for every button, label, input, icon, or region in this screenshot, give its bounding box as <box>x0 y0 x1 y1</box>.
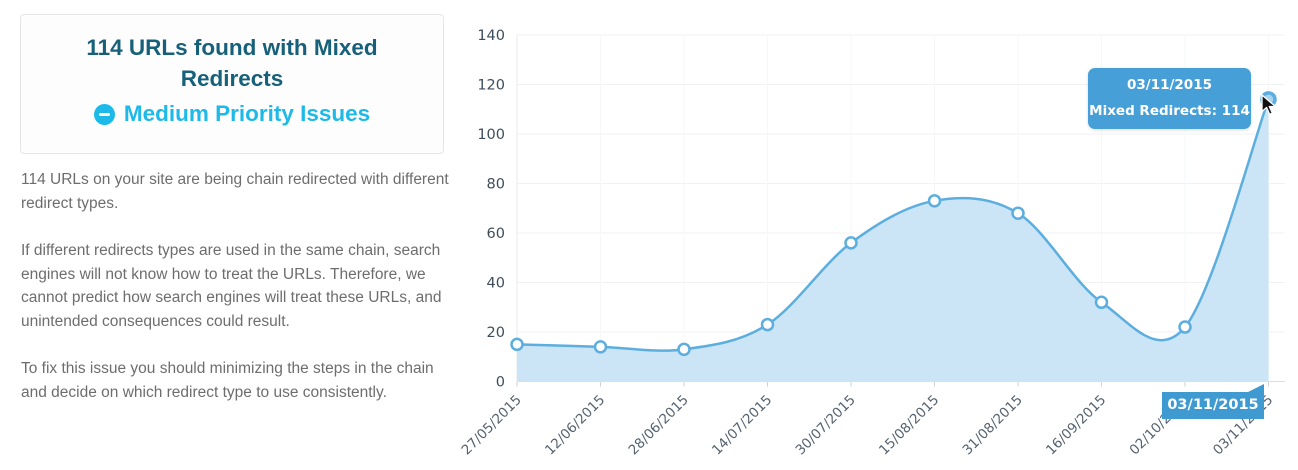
issue-description: 114 URLs on your site are being chain re… <box>21 168 458 428</box>
x-axis-label: 14/07/2015 <box>709 392 775 458</box>
data-point[interactable] <box>1011 206 1025 220</box>
chart-tooltip: 03/11/2015 Mixed Redirects: 114 <box>1088 68 1251 129</box>
data-point[interactable] <box>927 194 942 208</box>
priority-label: Medium Priority Issues <box>123 101 371 126</box>
x-axis-label: 15/08/2015 <box>876 392 942 458</box>
data-point[interactable] <box>1094 295 1109 310</box>
y-axis-label: 20 <box>487 325 505 341</box>
tooltip-date: 03/11/2015 <box>1126 77 1212 93</box>
minus-circle-icon <box>93 103 115 125</box>
trend-area-chart[interactable]: 0 20 40 60 80 100 120 140 27/05/2015 12/06/2015 28… <box>460 0 1298 470</box>
data-point[interactable] <box>1178 320 1192 334</box>
x-axis-label: 16/09/2015 <box>1043 392 1109 458</box>
description-paragraph: If different redirects types are used in… <box>21 242 442 330</box>
description-paragraph: To fix this issue you should minimizing … <box>21 360 434 401</box>
mouse-cursor-icon <box>1261 94 1276 115</box>
priority-row[interactable]: Medium Priority Issues <box>21 101 443 127</box>
x-axis-label: 31/08/2015 <box>959 392 1025 458</box>
data-point[interactable] <box>510 337 524 352</box>
issue-title: 114 URLs found with Mixed Redirects <box>86 35 378 91</box>
x-axis-label: 12/06/2015 <box>542 392 608 458</box>
x-axis-label: 30/07/2015 <box>792 392 858 458</box>
data-point[interactable] <box>677 342 691 357</box>
y-axis-label: 60 <box>487 226 505 242</box>
y-axis-label: 80 <box>487 177 505 193</box>
x-axis-label: 28/06/2015 <box>625 392 691 458</box>
issue-summary-card: 114 URLs found with Mixed Redirects Medi… <box>20 14 444 154</box>
y-axis-label: 0 <box>496 375 505 391</box>
x-axis-hover-badge: 03/11/2015 <box>1162 384 1264 419</box>
data-point[interactable] <box>760 317 775 332</box>
y-axis-label: 140 <box>477 28 505 44</box>
x-axis-label: 27/05/2015 <box>460 392 525 458</box>
y-axis-label: 120 <box>477 78 505 94</box>
description-paragraph: 114 URLs on your site are being chain re… <box>21 171 449 212</box>
y-axis-label: 40 <box>487 276 505 292</box>
area-fill <box>517 99 1269 382</box>
tooltip-value: Mixed Redirects: 114 <box>1089 103 1250 119</box>
data-point[interactable] <box>844 236 858 250</box>
data-point[interactable] <box>593 340 608 354</box>
y-axis-label: 100 <box>477 127 505 143</box>
